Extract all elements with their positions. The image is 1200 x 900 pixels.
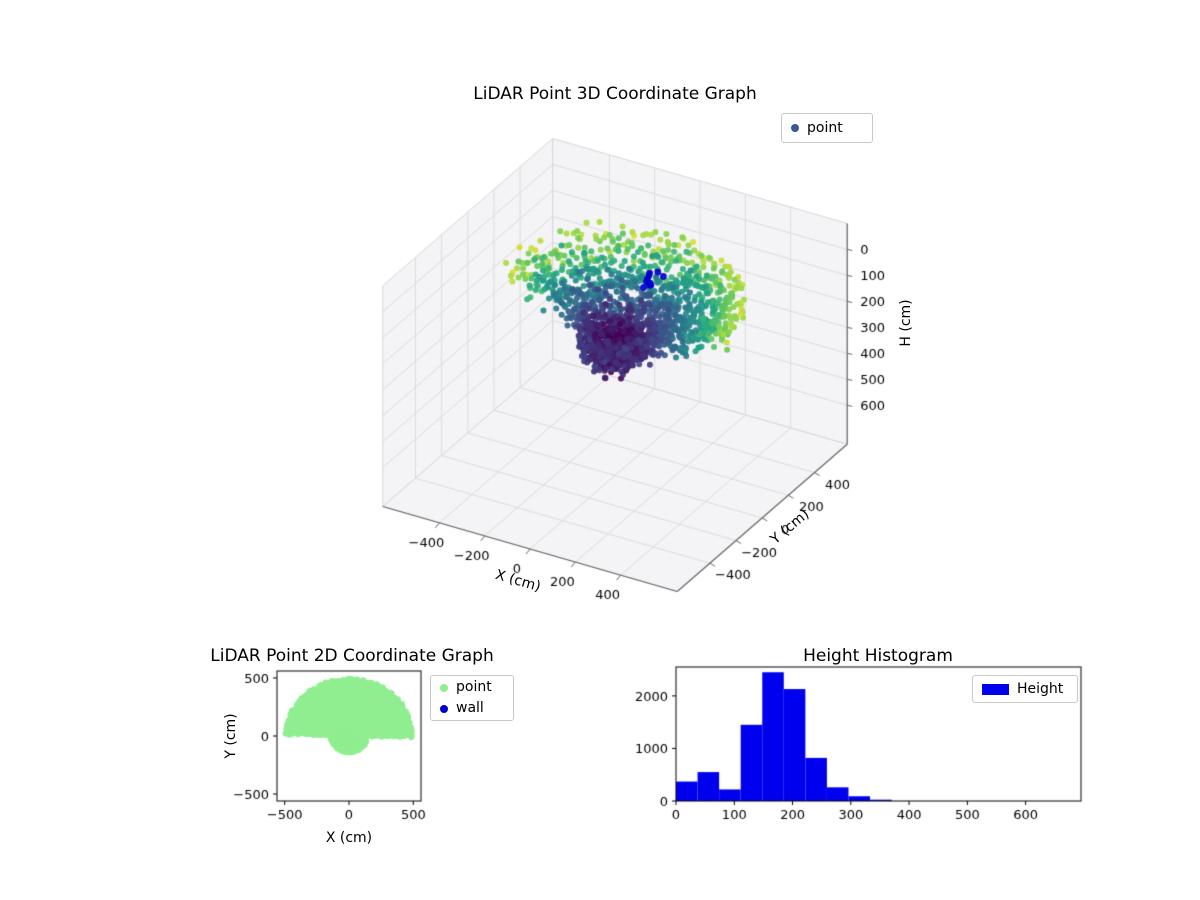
legend-label: Height [1017,680,1064,697]
title-2d-plot: LiDAR Point 2D Coordinate Graph [210,646,494,666]
height-patch-icon [982,683,1009,695]
legend-label: point [807,119,843,136]
yaxis-label-2d: Y (cm) [223,713,239,759]
legend-item-wall-2d: wall [440,700,504,717]
legend-item-point-3d: point [791,120,863,137]
haxis-label-3d: H (cm) [898,299,914,347]
legend-3d: point [781,113,873,143]
legend-label: point [456,679,492,695]
title-3d-plot: LiDAR Point 3D Coordinate Graph [473,84,757,104]
legend-label: wall [456,700,484,716]
legend-item-height: Height [982,681,1068,698]
point-marker-icon [440,683,448,692]
point-marker-icon [791,124,799,132]
xaxis-label-2d: X (cm) [325,830,373,846]
wall-marker-icon [440,704,448,713]
legend-2d: point wall [430,675,514,721]
title-histogram: Height Histogram [803,646,953,666]
legend-item-point-2d: point [440,679,504,696]
legend-histogram: Height [972,675,1078,703]
